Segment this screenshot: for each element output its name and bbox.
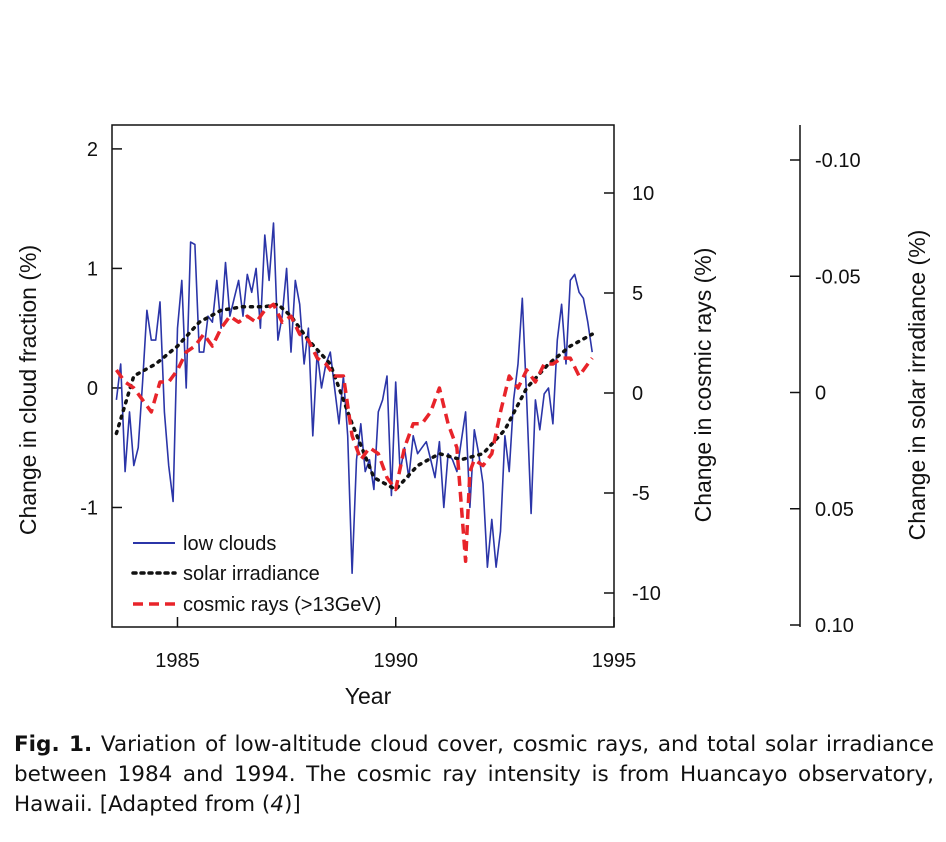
series-line-cosmic-rays-13gev- [114, 302, 594, 564]
cosmic-tick-label-2: 0 [632, 383, 643, 405]
legend-label-solar: solar irradiance [183, 563, 320, 585]
ticks-layer: 1985 1990 1995210-11050-5-10-0.10-0.0500.0… [80, 139, 860, 672]
x-tick-label-0: 1985 [155, 650, 200, 672]
solar-tick-label-0: -0.10 [815, 150, 861, 172]
cosmic-tick-label-1: 5 [632, 283, 643, 305]
figure-label: Fig. 1. [14, 732, 93, 757]
solar-tick-label-2: 0 [815, 383, 826, 405]
figure-caption: Fig. 1. Variation of low-altitude cloud … [14, 730, 934, 820]
solar-tick-label-4: 0.10 [815, 615, 854, 637]
caption-tail: )] [284, 792, 301, 817]
legend-label-low-clouds: low clouds [183, 533, 276, 555]
series-layer [114, 222, 594, 575]
left-tick-label-0: 2 [87, 139, 98, 161]
chart: 1985 1990 1995210-11050-5-10-0.10-0.0500.0… [15, 124, 930, 709]
legend: low clouds solar irradiance cosmic rays … [131, 533, 381, 616]
plot-frame [111, 124, 615, 628]
left-axis-label: Change in cloud fraction (%) [15, 245, 41, 535]
cosmic-tick-label-3: -5 [632, 483, 650, 505]
cosmic-tick-label-0: 10 [632, 183, 654, 205]
legend-label-cosmic: cosmic rays (>13GeV) [183, 594, 381, 616]
left-tick-label-1: 1 [87, 258, 98, 280]
solar-axis-label: Change in solar irradiance (%) [904, 230, 930, 541]
solar-tick-label-1: -0.05 [815, 266, 861, 288]
x-tick-label-1: 1990 [373, 650, 418, 672]
caption-text: Variation of low-altitude cloud cover, c… [14, 732, 934, 817]
left-tick-label-2: 0 [87, 378, 98, 400]
x-tick-label-2: 1995 [592, 650, 637, 672]
cosmic-tick-label-4: -10 [632, 583, 661, 605]
left-tick-label-3: -1 [80, 497, 98, 519]
solar-tick-label-3: 0.05 [815, 499, 854, 521]
series-line-solar-irradiance [114, 302, 594, 492]
caption-ref: 4 [270, 792, 284, 817]
cosmic-axis-label: Change in cosmic rays (%) [690, 248, 716, 523]
x-axis-label: Year [345, 683, 392, 709]
